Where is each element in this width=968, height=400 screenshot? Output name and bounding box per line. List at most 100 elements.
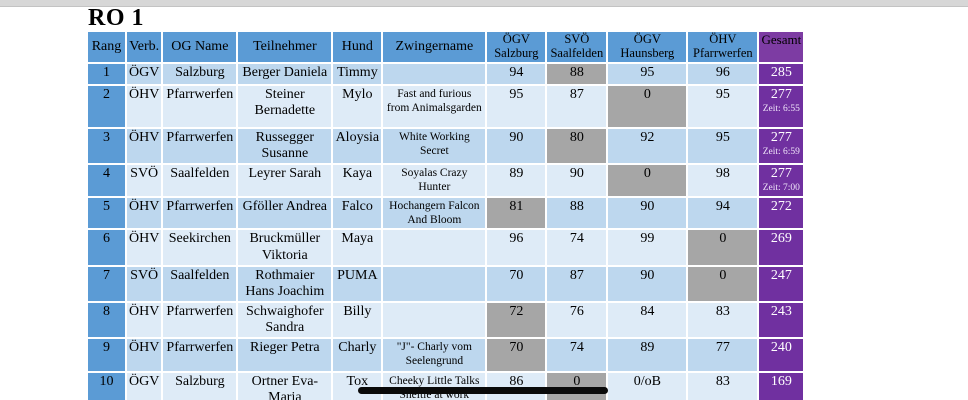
rank-cell: 6 (86, 228, 127, 267)
zwingername-cell (381, 264, 488, 303)
hund-cell: Kaya (331, 162, 384, 198)
score-cell: 70 (485, 264, 548, 303)
teilnehmer-cell: Russegger Susanne (236, 126, 334, 165)
score-cell-dropped: 80 (545, 126, 609, 165)
og-name-cell: Pfarrwerfen (161, 337, 239, 373)
col-header-svoe-saalfelden: SVÖ Saalfelden (545, 30, 609, 64)
browser-top-edge (0, 0, 968, 7)
zwingername-cell: White Working Secret (381, 126, 488, 165)
og-name-cell: Salzburg (161, 61, 239, 86)
rank-cell: 5 (86, 195, 127, 231)
score-cell: 90 (485, 126, 548, 165)
hund-cell: Timmy (331, 61, 384, 86)
hund-cell: PUMA (331, 264, 384, 303)
hund-cell: Mylo (331, 83, 384, 129)
gesamt-cell: 277 Zeit: 7:00 (757, 162, 806, 198)
col-header-oegv-salzburg: ÖGV Salzburg (485, 30, 548, 64)
gesamt-cell: 169 (757, 370, 806, 400)
table-row: 4 SVÖ Saalfelden Leyrer Sarah Kaya Soyal… (86, 162, 806, 198)
zeit-label: Zeit: 6:59 (762, 146, 800, 157)
zeit-label: Zeit: 6:55 (762, 103, 800, 114)
col-header-rang: Rang (86, 30, 127, 64)
table-row: 1 ÖGV Salzburg Berger Daniela Timmy 94 8… (86, 61, 806, 86)
teilnehmer-cell: Rothmaier Hans Joachim (236, 264, 334, 303)
score-cell: 95 (485, 83, 548, 129)
hund-cell: Aloysia (331, 126, 384, 165)
gesamt-value: 277 (770, 129, 792, 145)
score-cell-dropped: 70 (485, 337, 548, 373)
score-cell: 95 (686, 83, 760, 129)
gesamt-value: 285 (770, 64, 792, 80)
gesamt-cell: 277 Zeit: 6:59 (757, 126, 806, 165)
verb-cell: SVÖ (124, 162, 164, 198)
table-row: 10 ÖGV Salzburg Ortner Eva-Maria Tox Che… (86, 370, 806, 400)
score-cell-dropped: 72 (485, 300, 548, 340)
og-name-cell: Pfarrwerfen (161, 300, 239, 340)
score-cell: 94 (686, 195, 760, 231)
table-row: 2 ÖHV Pfarrwerfen Steiner Bernadette Myl… (86, 83, 806, 129)
rank-cell: 7 (86, 264, 127, 303)
results-table: Rang Verb. OG Name Teilnehmer Hund Zwing… (86, 30, 806, 400)
gesamt-value: 272 (770, 198, 792, 214)
score-cell: 94 (485, 61, 548, 86)
col-header-teilnehmer: Teilnehmer (236, 30, 334, 64)
hund-cell: Charly (331, 337, 384, 373)
rank-cell: 2 (86, 83, 127, 129)
teilnehmer-cell: Rieger Petra (236, 337, 334, 373)
table-row: 3 ÖHV Pfarrwerfen Russegger Susanne Aloy… (86, 126, 806, 165)
zwingername-cell (381, 228, 488, 267)
verb-cell: ÖHV (124, 83, 164, 129)
teilnehmer-cell: Gföller Andrea (236, 195, 334, 231)
gesamt-value: 277 (770, 165, 792, 181)
zwingername-cell: "J"- Charly vom Seelengrund (381, 337, 488, 373)
score-cell: 89 (606, 337, 689, 373)
og-name-cell: Pfarrwerfen (161, 126, 239, 165)
score-cell: 77 (686, 337, 760, 373)
col-header-hund: Hund (331, 30, 384, 64)
col-header-oegv-haunsberg: ÖGV Haunsberg (606, 30, 689, 64)
score-cell: 92 (606, 126, 689, 165)
score-cell-dropped: 0 (545, 370, 609, 400)
score-cell: 98 (686, 162, 760, 198)
teilnehmer-cell: Bruckmüller Viktoria (236, 228, 334, 267)
col-header-verb: Verb. (124, 30, 164, 64)
gesamt-value: 243 (770, 303, 792, 319)
rank-cell: 10 (86, 370, 127, 400)
og-name-cell: Salzburg (161, 370, 239, 400)
gesamt-value: 169 (770, 374, 792, 389)
col-header-og-name: OG Name (161, 30, 239, 64)
table-row: 6 ÖHV Seekirchen Bruckmüller Viktoria Ma… (86, 228, 806, 267)
score-cell: 90 (606, 195, 689, 231)
score-cell-dropped: 0 (606, 162, 689, 198)
col-header-gesamt: Gesamt (757, 30, 806, 64)
score-cell: 96 (485, 228, 548, 267)
verb-cell: ÖHV (124, 228, 164, 267)
teilnehmer-cell: Ortner Eva-Maria (236, 370, 334, 400)
score-cell-dropped: 0 (686, 264, 760, 303)
zwingername-cell (381, 61, 488, 86)
og-name-cell: Saalfelden (161, 264, 239, 303)
verb-cell: ÖGV (124, 61, 164, 86)
og-name-cell: Pfarrwerfen (161, 83, 239, 129)
verb-cell: ÖHV (124, 337, 164, 373)
verb-cell: ÖHV (124, 126, 164, 165)
score-cell: 90 (545, 162, 609, 198)
page-title: RO 1 (88, 5, 144, 31)
score-cell: 96 (686, 61, 760, 86)
og-name-cell: Saalfelden (161, 162, 239, 198)
gesamt-value: 247 (770, 267, 792, 283)
score-cell-dropped: 81 (485, 195, 548, 231)
score-cell: 90 (606, 264, 689, 303)
hund-cell: Billy (331, 300, 384, 340)
verb-cell: SVÖ (124, 264, 164, 303)
score-cell: 84 (606, 300, 689, 340)
col-header-oehv-pfarrwerfen: ÖHV Pfarrwerfen (686, 30, 760, 64)
verb-cell: ÖHV (124, 300, 164, 340)
col-header-zwingername: Zwingername (381, 30, 488, 64)
rank-cell: 1 (86, 61, 127, 86)
zwingername-cell: Fast and furious from Animalsgarden (381, 83, 488, 129)
verb-cell: ÖHV (124, 195, 164, 231)
gesamt-cell: 247 (757, 264, 806, 303)
header-row: Rang Verb. OG Name Teilnehmer Hund Zwing… (86, 30, 806, 64)
table-row: 8 ÖHV Pfarrwerfen Schwaighofer Sandra Bi… (86, 300, 806, 340)
